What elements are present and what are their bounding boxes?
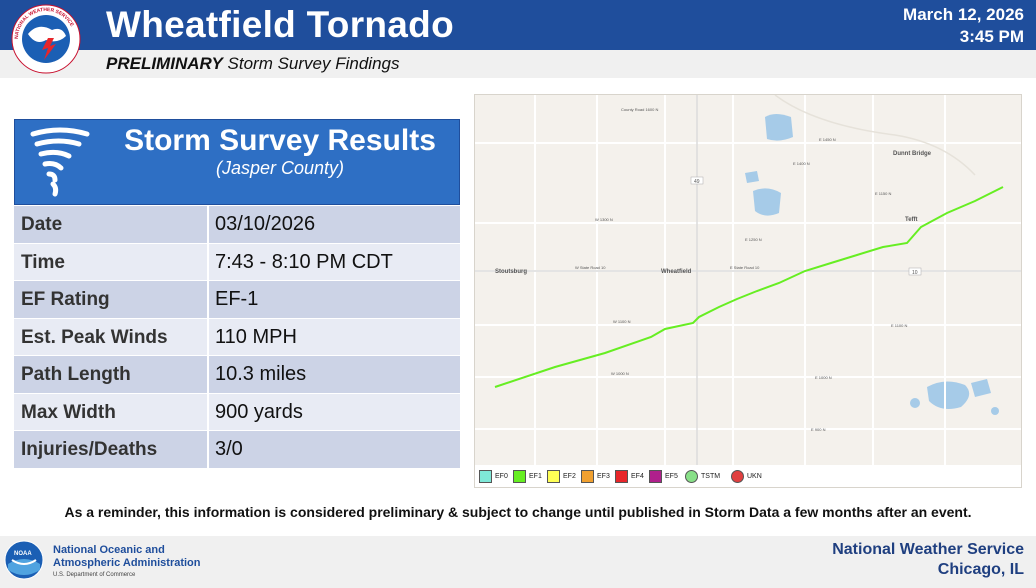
subtitle-preliminary: PRELIMINARY	[106, 54, 223, 73]
highways	[475, 95, 1021, 467]
road-e-state-10: E State Road 10	[730, 265, 760, 270]
route-49-label: 49	[694, 179, 700, 185]
header-date: March 12, 2026	[903, 5, 1024, 24]
noaa-name: National Oceanic and Atmospheric Adminis…	[53, 544, 201, 570]
results-heading: Storm Survey Results	[124, 124, 436, 157]
legend-ef5: EF5	[649, 469, 678, 483]
legend-swatch	[649, 469, 662, 483]
diagonal-road	[774, 95, 976, 176]
page-subtitle: PRELIMINARY Storm Survey Findings	[106, 54, 400, 74]
legend-label: UKN	[747, 472, 762, 480]
footer-bar: NOAA National Oceanic and Atmospheric Ad…	[0, 536, 1036, 588]
noaa-badge-text: NOAA	[14, 551, 32, 557]
road-w-state-10: W State Road 10	[575, 265, 606, 270]
row-value: 03/10/2026	[215, 213, 316, 235]
road-e900n: E 900 N	[811, 427, 826, 432]
row-path-length: Path Length 10.3 miles	[14, 356, 460, 394]
header-time: 3:45 PM	[959, 27, 1024, 46]
row-label: Injuries/Deaths	[14, 431, 209, 468]
row-value: 3/0	[215, 438, 243, 460]
row-injuries-deaths: Injuries/Deaths 3/0	[14, 431, 460, 469]
road-e1000n: E 1000 N	[815, 375, 832, 380]
legend-label: EF2	[563, 472, 576, 480]
route-10-shield	[908, 267, 922, 276]
legend-label: EF0	[495, 472, 508, 480]
noaa-line2: Atmospheric Administration	[53, 557, 201, 569]
place-tefft: Tefft	[905, 217, 918, 223]
row-peak-winds: Est. Peak Winds 110 MPH	[14, 318, 460, 356]
place-wheatfield: Wheatfield	[661, 269, 692, 275]
preliminary-reminder: As a reminder, this information is consi…	[64, 504, 972, 520]
row-label: EF Rating	[14, 281, 209, 318]
results-banner: Storm Survey Results (Jasper County)	[14, 119, 460, 205]
legend-ef3: EF3	[581, 469, 610, 483]
legend-ef2: EF2	[547, 469, 576, 483]
road-w1300n: W 1300 N	[595, 217, 613, 222]
subtitle-rest: Storm Survey Findings	[222, 54, 400, 73]
place-dunnt-bridge: Dunnt Bridge	[893, 151, 932, 157]
legend-swatch	[581, 469, 594, 483]
legend-tstm: TSTM	[685, 469, 720, 483]
noaa-department: U.S. Department of Commerce	[53, 572, 136, 578]
header-bar	[0, 0, 1036, 50]
road-county-1600n: County Road 1600 N	[621, 107, 658, 112]
legend-label: TSTM	[701, 472, 721, 480]
road-w1000n: W 1000 N	[611, 371, 629, 376]
row-date: Date 03/10/2026	[14, 206, 460, 244]
row-value: 110 MPH	[215, 325, 297, 348]
road-e1150n: E 1150 N	[875, 191, 891, 196]
tornado-icon	[30, 127, 90, 197]
noaa-logo: NOAA	[4, 540, 44, 580]
legend-swatch	[731, 469, 744, 483]
water-features	[745, 114, 999, 415]
map-canvas: Stoutsburg Wheatfield Tefft Dunnt Bridge…	[475, 95, 1021, 467]
legend-swatch	[513, 469, 526, 483]
row-value: 900 yards	[215, 400, 303, 423]
road-e1250n: E 1250 N	[745, 237, 762, 242]
row-label: Path Length	[14, 356, 209, 393]
legend-ef0: EF0	[479, 469, 508, 483]
row-label: Max Width	[14, 393, 209, 430]
row-value: 10.3 miles	[215, 363, 307, 385]
route-49-shield	[690, 176, 704, 185]
nws-office-location: Chicago, IL	[937, 561, 1024, 578]
legend-swatch	[685, 469, 698, 483]
row-ef-rating: EF Rating EF-1	[14, 281, 460, 319]
nws-logo: NATIONAL WEATHER SERVICE	[11, 4, 81, 74]
legend-label: EF1	[529, 472, 542, 480]
tornado-track-map[interactable]: Stoutsburg Wheatfield Tefft Dunnt Bridge…	[474, 94, 1022, 488]
row-max-width: Max Width 900 yards	[14, 393, 460, 431]
noaa-line1: National Oceanic and	[53, 544, 165, 556]
row-time: Time 7:43 - 8:10 PM CDT	[14, 243, 460, 281]
road-e1100n: E 1100 N	[891, 323, 907, 328]
legend-ukn: UKN	[731, 469, 762, 483]
legend-label: EF5	[665, 472, 678, 480]
nws-name: National Weather Service	[832, 541, 1024, 558]
ef-legend: EF0 EF1 EF2 EF3 EF4 EF5 TSTM UKN	[475, 465, 1021, 487]
legend-label: EF3	[597, 472, 610, 480]
row-label: Est. Peak Winds	[14, 318, 209, 355]
roads	[475, 95, 1021, 467]
row-label: Date	[14, 206, 209, 243]
place-stoutsburg: Stoutsburg	[495, 269, 527, 275]
route-10-label: 10	[912, 270, 918, 276]
page-title: Wheatfield Tornado	[106, 4, 454, 45]
row-label: Time	[14, 243, 209, 280]
row-value: EF-1	[215, 288, 259, 310]
road-e1450n: E 1450 N	[819, 137, 836, 142]
results-county: (Jasper County)	[215, 158, 345, 178]
legend-swatch	[479, 469, 492, 483]
legend-swatch	[615, 469, 628, 483]
legend-ef1: EF1	[513, 469, 542, 483]
road-w1100n: W 1100 N	[613, 319, 631, 324]
legend-ef4: EF4	[615, 469, 644, 483]
legend-swatch	[547, 469, 560, 483]
ef1-track	[494, 186, 1004, 388]
road-e1400n: E 1400 N	[793, 161, 810, 166]
row-value: 7:43 - 8:10 PM CDT	[215, 250, 393, 273]
subheader-bar	[0, 50, 1036, 78]
survey-table: Date 03/10/2026 Time 7:43 - 8:10 PM CDT EF…	[14, 206, 460, 469]
legend-label: EF4	[631, 472, 644, 480]
